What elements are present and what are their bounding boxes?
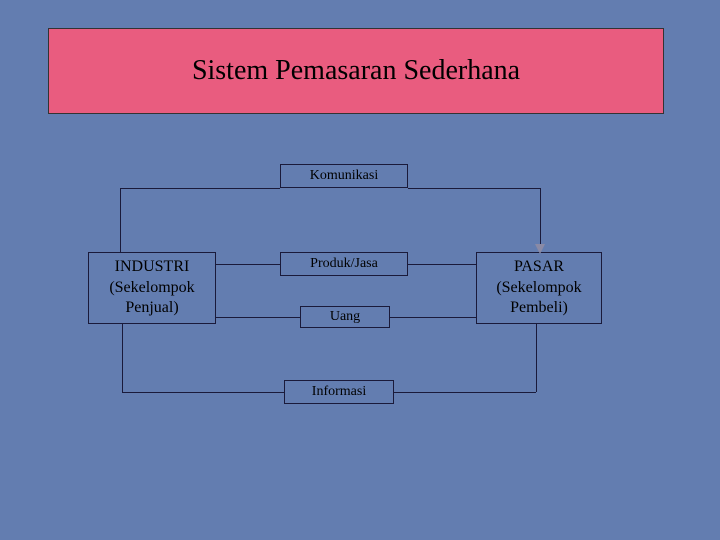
connector-line bbox=[120, 188, 280, 189]
connector-line bbox=[536, 324, 537, 392]
node-label-line1: INDUSTRI bbox=[115, 257, 190, 278]
node-label: Produk/Jasa bbox=[310, 255, 378, 273]
node-produk-jasa: Produk/Jasa bbox=[280, 252, 408, 276]
node-label-line1: PASAR bbox=[514, 257, 564, 278]
connector-line bbox=[408, 264, 476, 265]
connector-line bbox=[122, 324, 123, 392]
title-text: Sistem Pemasaran Sederhana bbox=[192, 55, 520, 87]
node-label-line3: Penjual) bbox=[125, 298, 178, 319]
node-uang: Uang bbox=[300, 306, 390, 328]
connector-line bbox=[408, 188, 540, 189]
connector-line bbox=[390, 317, 476, 318]
node-industri: INDUSTRI (Sekelompok Penjual) bbox=[88, 252, 216, 324]
node-label-line2: (Sekelompok bbox=[496, 278, 581, 299]
node-label: Uang bbox=[330, 308, 360, 326]
node-label: Informasi bbox=[312, 383, 366, 401]
connector-line bbox=[540, 188, 541, 244]
arrow-down-icon bbox=[535, 244, 545, 254]
node-label-line3: Pembeli) bbox=[510, 298, 568, 319]
connector-line bbox=[120, 188, 121, 252]
node-informasi: Informasi bbox=[284, 380, 394, 404]
title-bar: Sistem Pemasaran Sederhana bbox=[48, 28, 664, 114]
connector-line bbox=[394, 392, 536, 393]
node-label: Komunikasi bbox=[310, 167, 378, 185]
node-label-line2: (Sekelompok bbox=[109, 278, 194, 299]
connector-line bbox=[216, 317, 300, 318]
connector-line bbox=[122, 392, 284, 393]
connector-line bbox=[216, 264, 280, 265]
node-pasar: PASAR (Sekelompok Pembeli) bbox=[476, 252, 602, 324]
node-komunikasi: Komunikasi bbox=[280, 164, 408, 188]
